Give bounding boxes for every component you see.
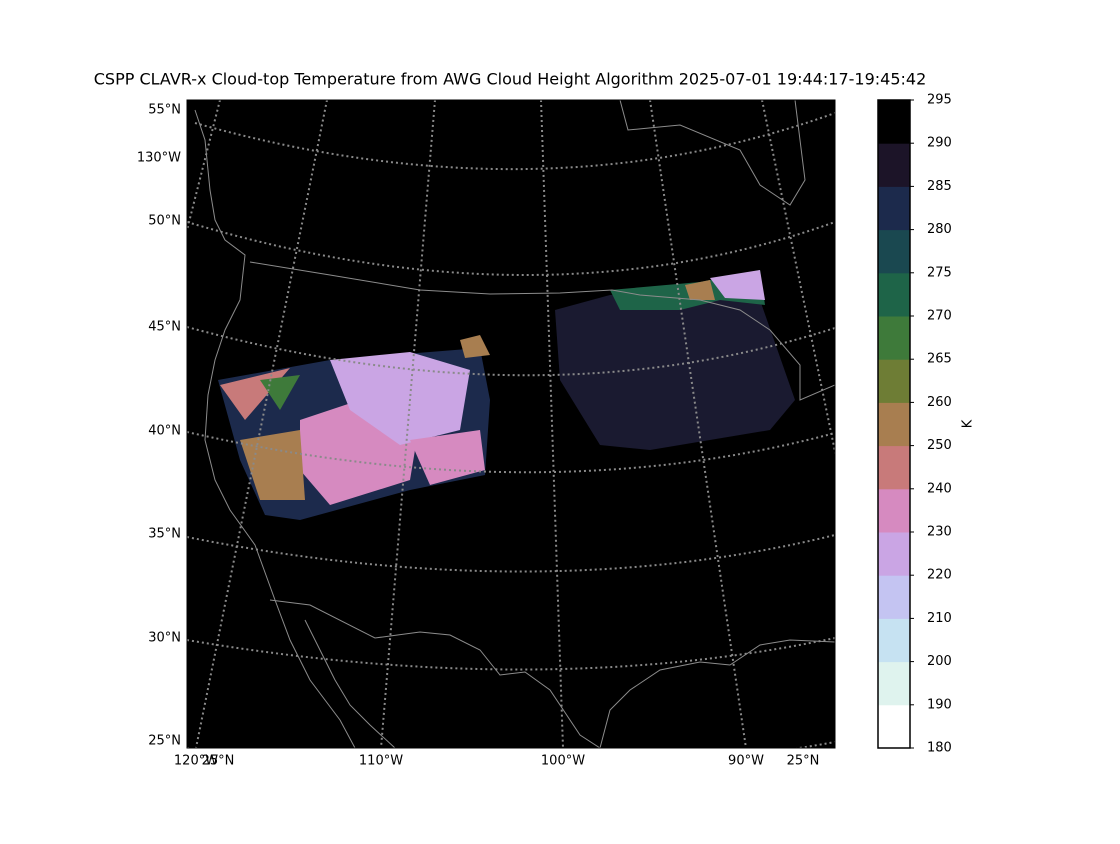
cloud-region <box>555 290 795 450</box>
meridian <box>761 100 835 457</box>
colorbar-segment <box>878 532 910 576</box>
parallel <box>187 637 835 671</box>
lon-label: 25°N <box>202 754 235 769</box>
coastline <box>619 100 806 206</box>
lat-label: 40°N <box>148 424 181 439</box>
map-frame <box>186 99 836 749</box>
colorbar-segment <box>878 575 910 619</box>
colorbar-segment <box>878 661 910 706</box>
map-content <box>187 100 835 748</box>
lat-label: 45°N <box>148 320 181 335</box>
colorbar-tick-label: 180 <box>927 741 952 756</box>
coastline <box>599 639 835 748</box>
coastline <box>194 109 356 748</box>
meridian <box>195 100 328 748</box>
graticule <box>187 100 835 748</box>
coastline <box>304 619 396 748</box>
colorbar-tick-label: 250 <box>927 438 952 453</box>
cloud-region <box>410 430 485 485</box>
colorbar-label: K <box>961 419 976 428</box>
colorbar-tick-label: 275 <box>927 265 952 280</box>
colorbar-segment <box>878 488 910 533</box>
title: CSPP CLAVR-x Cloud-top Temperature from … <box>94 70 927 89</box>
lon-label: 90°W <box>728 754 764 769</box>
cloud-region <box>240 430 305 500</box>
colorbar-tick-label: 200 <box>927 654 952 669</box>
lat-label: 25°N <box>148 734 181 749</box>
colorbar-tick-label: 220 <box>927 568 952 583</box>
colorbar-segment <box>878 229 910 274</box>
cloud-region <box>330 352 470 445</box>
meridian <box>380 100 436 748</box>
colorbar-segment <box>878 143 910 187</box>
colorbar-tick-label: 290 <box>927 136 952 151</box>
colorbar-segment <box>878 186 910 231</box>
colorbar-tick-label: 280 <box>927 222 952 237</box>
lat-label: 55°N <box>148 103 181 118</box>
lon-label: 25°N <box>787 754 820 769</box>
colorbar-tick-label: 240 <box>927 481 952 496</box>
colorbar-segment <box>878 100 910 144</box>
colorbar-frame <box>877 99 911 749</box>
lon-label: 110°W <box>359 754 403 769</box>
cloud-region <box>685 280 715 300</box>
colorbar-tick-label: 210 <box>927 611 952 626</box>
lat-label: 130°W <box>137 151 181 166</box>
parallel <box>194 112 835 171</box>
colorbar-segment <box>878 359 910 403</box>
colorbar-segment <box>878 445 910 490</box>
meridian <box>649 100 747 748</box>
cloud-field <box>218 270 795 520</box>
colorbar-tick-label: 265 <box>927 352 952 367</box>
colorbar-segment <box>878 704 910 749</box>
border <box>269 599 601 748</box>
meridian <box>540 100 564 748</box>
parallel <box>187 534 835 573</box>
cloud-region <box>260 375 300 410</box>
parallel <box>187 431 835 474</box>
lon-label: 120°W <box>174 754 218 769</box>
meridian <box>187 100 221 231</box>
colorbar-segment <box>878 272 910 317</box>
cloud-region <box>710 270 765 300</box>
colorbar-tick-label: 190 <box>927 697 952 712</box>
colorbar-tick-label: 295 <box>927 93 952 108</box>
colorbar-tick-label: 260 <box>927 395 952 410</box>
colorbar-segment <box>878 316 910 360</box>
parallel <box>187 221 835 276</box>
colorbar-tick-label: 285 <box>927 179 952 194</box>
lat-label: 35°N <box>148 527 181 542</box>
colorbar-segment <box>878 402 910 447</box>
colorbar-tick-label: 230 <box>927 525 952 540</box>
colorbar-tick-label: 270 <box>927 309 952 324</box>
lon-label: 100°W <box>541 754 585 769</box>
parallel <box>187 326 835 377</box>
lat-label: 50°N <box>148 214 181 229</box>
cloud-region <box>460 335 490 358</box>
colorbar-segment <box>878 618 910 663</box>
lat-label: 30°N <box>148 631 181 646</box>
